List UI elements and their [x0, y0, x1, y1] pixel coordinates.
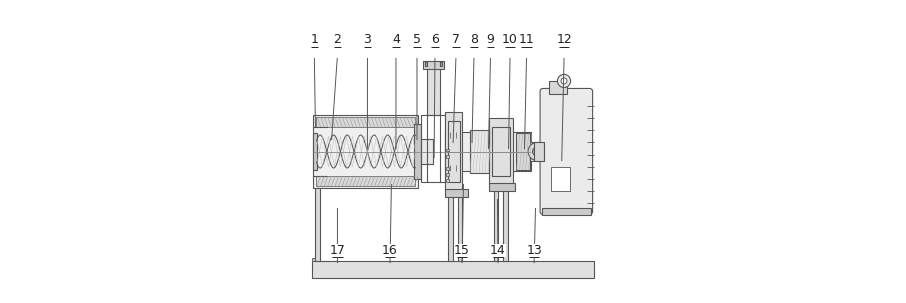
Bar [489, 118, 513, 185]
Bar [313, 115, 419, 188]
Text: 3: 3 [363, 33, 371, 46]
Bar [492, 128, 510, 175]
Bar [427, 68, 440, 115]
Bar [469, 131, 489, 172]
Bar [447, 149, 448, 152]
Circle shape [533, 147, 542, 156]
Bar [516, 134, 529, 169]
Text: 13: 13 [526, 244, 542, 257]
Bar [447, 179, 448, 181]
Bar [448, 191, 453, 261]
Text: 14: 14 [490, 244, 506, 257]
Bar [489, 183, 515, 191]
Bar [421, 115, 446, 181]
Bar [529, 142, 545, 161]
Bar [440, 62, 442, 66]
Bar [313, 134, 317, 169]
Text: 11: 11 [518, 33, 535, 46]
Bar [316, 117, 416, 128]
Circle shape [528, 142, 546, 161]
Text: 10: 10 [502, 33, 518, 46]
Text: 2: 2 [333, 33, 342, 46]
Bar [312, 258, 320, 261]
Text: 6: 6 [431, 33, 439, 46]
Bar [447, 155, 448, 158]
Text: 12: 12 [556, 33, 572, 46]
Bar [542, 208, 591, 215]
Bar [316, 175, 416, 186]
Bar [448, 122, 459, 181]
Bar [458, 191, 462, 261]
Bar [504, 186, 507, 261]
Text: 8: 8 [470, 33, 478, 46]
Bar [421, 139, 433, 164]
FancyBboxPatch shape [540, 88, 593, 215]
Bar [315, 188, 321, 261]
Bar [534, 142, 544, 161]
Bar [312, 261, 594, 278]
Bar [414, 125, 421, 178]
Bar [447, 167, 448, 169]
Text: 7: 7 [452, 33, 460, 46]
Text: 9: 9 [487, 33, 495, 46]
Text: 1: 1 [311, 33, 318, 46]
Bar [425, 62, 428, 66]
Bar [446, 112, 462, 191]
Bar [549, 81, 567, 95]
Circle shape [557, 74, 571, 88]
Text: 4: 4 [392, 33, 400, 46]
Text: 17: 17 [330, 244, 345, 257]
Bar [494, 186, 497, 261]
Bar [551, 167, 570, 191]
Text: 5: 5 [413, 33, 421, 46]
Bar [446, 189, 468, 197]
Bar [446, 132, 531, 171]
Circle shape [561, 78, 567, 84]
Text: 16: 16 [382, 244, 398, 257]
Bar [447, 173, 448, 175]
Bar [423, 62, 444, 69]
Text: 15: 15 [454, 244, 470, 257]
